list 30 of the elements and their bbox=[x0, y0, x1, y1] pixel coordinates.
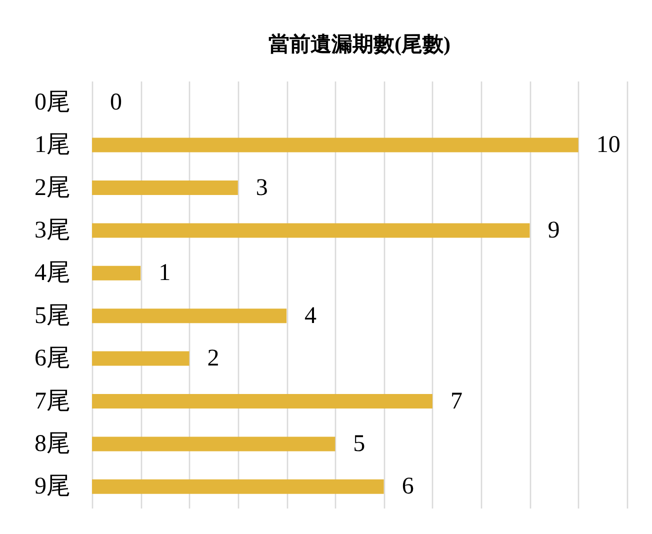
bar bbox=[92, 180, 238, 196]
data-label: 2 bbox=[207, 346, 220, 372]
y-tick-label: 5尾 bbox=[34, 302, 70, 329]
bar bbox=[92, 266, 141, 280]
bar bbox=[92, 479, 384, 494]
data-label: 5 bbox=[353, 430, 366, 457]
data-label: 3 bbox=[256, 174, 268, 201]
y-tick-label: 3尾 bbox=[34, 217, 70, 244]
bar bbox=[92, 351, 190, 366]
data-label: 6 bbox=[402, 474, 414, 500]
data-label: 9 bbox=[548, 217, 560, 244]
data-label: 10 bbox=[596, 132, 620, 158]
y-tick-label: 4尾 bbox=[34, 260, 70, 286]
data-label: 0 bbox=[110, 89, 122, 116]
data-label: 7 bbox=[450, 388, 462, 414]
y-tick-label: 7尾 bbox=[34, 388, 70, 414]
y-tick-label: 2尾 bbox=[34, 174, 70, 201]
y-tick-label: 0尾 bbox=[34, 89, 70, 116]
y-tick-label: 6尾 bbox=[34, 346, 70, 372]
bar bbox=[92, 394, 432, 409]
bar bbox=[92, 308, 287, 324]
y-tick-label: 1尾 bbox=[34, 132, 70, 158]
data-label: 4 bbox=[304, 302, 317, 329]
bar bbox=[92, 223, 530, 238]
data-label: 1 bbox=[158, 260, 171, 286]
y-tick-label: 8尾 bbox=[34, 430, 70, 457]
chart-title: 當前遺漏期數(尾數) bbox=[268, 32, 450, 56]
y-tick-label: 9尾 bbox=[34, 474, 70, 500]
bar bbox=[92, 138, 578, 152]
bar bbox=[92, 436, 336, 452]
